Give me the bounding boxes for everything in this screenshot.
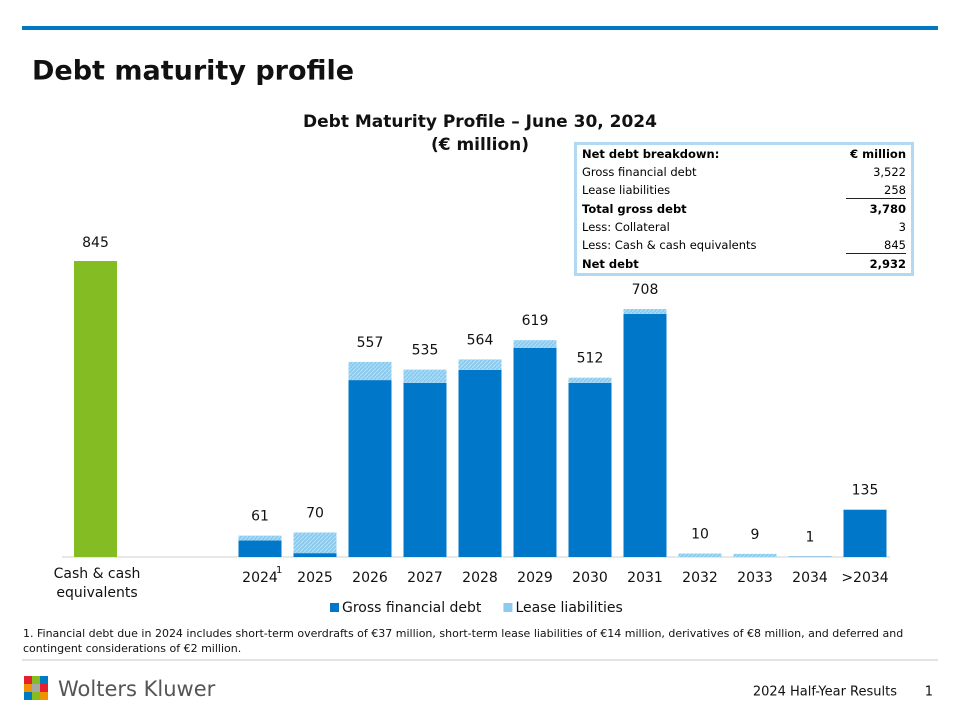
table-cell: 845 — [819, 236, 913, 255]
bar-segment — [458, 369, 502, 557]
value-label: 512 — [577, 351, 604, 367]
table-cell: Total gross debt — [582, 201, 687, 216]
table-cell: 3,522 — [819, 163, 913, 181]
footer-text: 2024 Half-Year Results — [753, 685, 897, 700]
chart-title: Debt Maturity Profile – June 30, 2024 — [303, 112, 657, 132]
cash-label: Cash & cash equivalents — [53, 566, 141, 601]
bar-segment — [403, 369, 447, 383]
value-label: 9 — [751, 527, 760, 543]
bar-segment — [733, 553, 777, 557]
value-label: 1 — [806, 530, 815, 546]
net-debt-table: Net debt breakdown: € million Gross fina… — [574, 142, 914, 276]
bar-segment — [623, 313, 667, 557]
cell-text: 258 — [846, 183, 906, 199]
table-cell: 258 — [819, 181, 913, 200]
footnote: 1. Financial debt due in 2024 includes s… — [23, 627, 904, 655]
value-label: 564 — [467, 332, 494, 348]
logo-text: Wolters Kluwer — [58, 677, 216, 701]
table-row: Total gross debt 3,780 — [576, 200, 913, 218]
bar-segment — [678, 553, 722, 557]
cell-text: 3,780 — [869, 201, 906, 216]
bar-segment — [843, 509, 887, 557]
cell-text: 3,522 — [873, 164, 906, 179]
bar-segment — [293, 532, 337, 554]
cell-text: 3 — [898, 219, 906, 234]
bar-segment — [348, 380, 392, 557]
cell-text: 2,932 — [869, 256, 906, 271]
x-tick-label: 2027 — [407, 570, 443, 586]
cash-bar — [74, 261, 117, 557]
x-tick-label: 2029 — [517, 570, 553, 586]
x-tick-label: 2024 — [242, 570, 278, 586]
x-tick-label: 2025 — [297, 570, 333, 586]
bar-segment — [403, 382, 447, 557]
footnote-marker: 1 — [276, 565, 282, 576]
x-tick-label: 2026 — [352, 570, 388, 586]
table-row: Net debt 2,932 — [576, 255, 913, 275]
value-label: 61 — [251, 509, 269, 525]
slide-title: Debt maturity profile — [32, 56, 354, 87]
x-tick-label: 2031 — [627, 570, 663, 586]
legend-swatch — [503, 603, 513, 612]
table-row: Less: Cash & cash equivalents 845 — [576, 236, 913, 255]
table-cell: 3,780 — [819, 200, 913, 218]
table-cell: 2,932 — [819, 255, 913, 275]
legend-label: Lease liabilities — [515, 600, 622, 616]
table-row: Less: Collateral 3 — [576, 218, 913, 236]
bar-segment — [348, 361, 392, 381]
bar-segment — [513, 340, 557, 348]
value-label: 619 — [522, 313, 549, 329]
table-header: € million — [850, 146, 906, 161]
table-header: Net debt breakdown: — [582, 146, 720, 161]
x-tick-label: 2030 — [572, 570, 608, 586]
table-cell: Less: Collateral — [582, 219, 670, 234]
bar-segment — [568, 382, 612, 557]
legend-label: Gross financial debt — [342, 600, 482, 616]
x-tick-label: 2034 — [792, 570, 828, 586]
value-label: 845 — [82, 235, 109, 251]
bar-segment — [623, 308, 667, 314]
x-tick-label: 2028 — [462, 570, 498, 586]
value-label: 708 — [632, 282, 659, 298]
bar-segment — [238, 535, 282, 541]
bar-segment — [458, 359, 502, 370]
table-row: Gross financial debt 3,522 — [576, 163, 913, 181]
chart-subtitle: (€ million) — [431, 135, 529, 155]
table-cell: Net debt — [582, 256, 639, 271]
page-number: 1 — [925, 685, 933, 700]
x-tick-label: >2034 — [841, 570, 888, 586]
value-label: 557 — [357, 335, 384, 351]
value-label: 10 — [691, 526, 709, 542]
bar-segment — [513, 347, 557, 557]
cell-text: 845 — [846, 238, 906, 254]
table-cell: 3 — [819, 218, 913, 236]
value-label: 535 — [412, 343, 439, 359]
table-row: Lease liabilities 258 — [576, 181, 913, 200]
table-cell: Lease liabilities — [582, 183, 671, 197]
table-cell: Less: Cash & cash equivalents — [582, 238, 757, 252]
bar-segment — [293, 553, 337, 557]
x-tick-label: 2032 — [682, 570, 718, 586]
bar-segment — [568, 377, 612, 383]
value-label: 70 — [306, 505, 324, 521]
value-label: 135 — [852, 483, 879, 499]
table-cell: Gross financial debt — [582, 164, 697, 179]
top-rule — [22, 26, 938, 30]
x-tick-label: 2033 — [737, 570, 773, 586]
legend-swatch — [330, 603, 339, 612]
logo-icon — [24, 676, 48, 700]
bar-segment — [238, 540, 282, 557]
